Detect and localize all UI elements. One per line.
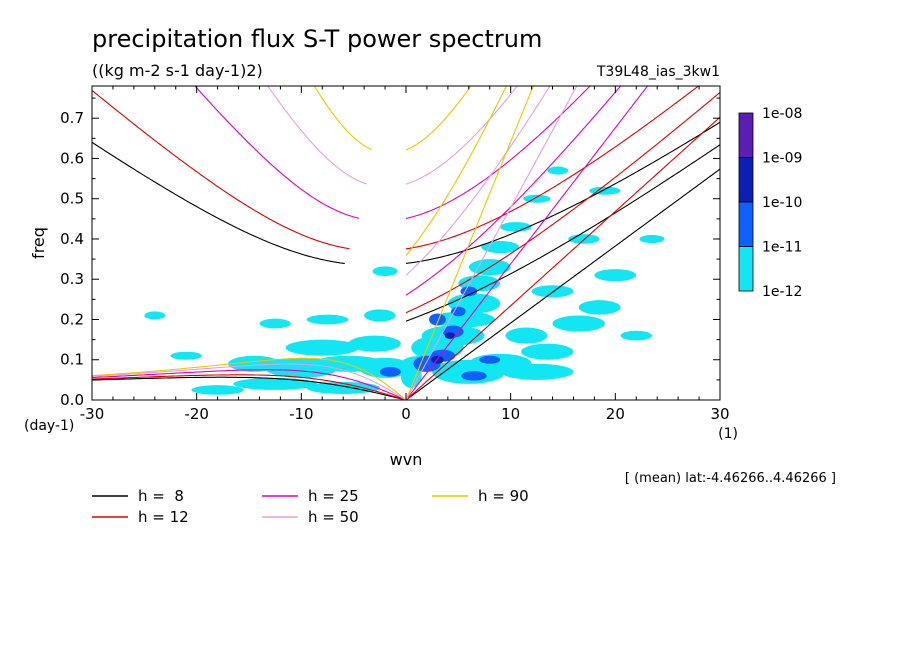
legend-label: h = 50 [308,508,359,526]
colorbar-swatch [738,112,754,158]
contour-region [461,371,487,381]
colorbar-label: 1e-10 [762,195,802,211]
ig1-curve [313,86,472,151]
contour-region [228,355,281,372]
contour-region [500,222,532,232]
contour-region [264,357,338,378]
colorbar-label: 1e-09 [762,151,802,167]
legend: h = 8 h = 12 h = 25 h = 50 h = 90 [92,487,529,526]
contour-region [259,318,291,329]
dispersion-curves [92,86,720,400]
x-tick-label: -20 [184,405,209,423]
contour-region [285,339,359,356]
contour-region [460,286,478,297]
contour-region [444,332,456,339]
x-tick-label: -30 [80,405,105,423]
legend-label: h = 90 [478,487,529,505]
legend-label: h = 25 [308,487,359,505]
contour-region [306,381,380,394]
y-axis: 0.0 0.1 0.2 0.3 0.4 0.5 0.6 0.7 [60,97,720,409]
contour-region [372,266,398,277]
contour-region [233,377,318,390]
ig1-curve [267,86,518,185]
y-unit-label: (day-1) [24,418,74,434]
colorbar-swatch [738,246,754,292]
x-tick-label: -10 [289,405,314,423]
contour-region [531,285,574,298]
contour-region [594,269,637,282]
mrg-curve [405,86,622,296]
y-tick-label: 0.7 [60,109,84,127]
kelvin-curve [405,116,720,400]
chart-title: precipitation flux S-T power spectrum [92,25,542,53]
colorbar-swatch [738,201,754,247]
contour-region [505,327,548,344]
x-tick-label: 0 [401,405,411,423]
contour-region [144,311,166,320]
contour-region [523,194,551,203]
colorbar: 1e-08 1e-09 1e-10 1e-11 1e-12 [738,106,802,300]
x-tick-label: 20 [606,405,625,423]
mrg-curve [405,144,720,322]
ig1-curve [92,86,700,250]
y-tick-label: 0.3 [60,270,84,288]
legend-label: h = 8 [138,487,184,505]
mrg-curve [405,91,720,314]
contour-region [429,313,446,326]
contour-region [451,306,466,317]
contour-region [552,315,605,332]
mrg-curve [405,86,551,276]
contour-region [170,351,202,360]
contour-region [191,385,244,395]
x-tick-label: 30 [710,405,729,423]
contour-region [589,186,621,195]
x-tick-label: 10 [501,405,520,423]
contour-region [578,300,621,315]
y-tick-label: 0.4 [60,230,84,248]
colorbar-swatch [738,157,754,203]
y-tick-label: 0.0 [60,391,84,409]
ig1-curve [92,121,720,265]
contour-region [379,366,401,377]
y-axis-label: freq [29,227,48,259]
y-tick-label: 0.6 [60,149,84,167]
y-tick-label: 0.2 [60,310,84,328]
contour-region [521,343,574,360]
chart-subtitle: ((kg m-2 s-1 day-1)2) [92,61,263,80]
contour-region [620,330,652,341]
contour-region [479,355,501,364]
contour-region [364,309,396,322]
contour-region [306,314,349,325]
x-axis: -30 -20 -10 0 10 20 30 [80,86,730,423]
contour-region [500,363,574,380]
contour-region [547,166,569,175]
x-unit-label: (1) [718,426,738,442]
legend-label: h = 12 [138,508,189,526]
kelvin-curve [405,86,578,400]
contour-region [639,234,665,244]
colorbar-label: 1e-11 [762,240,802,256]
y-tick-label: 0.5 [60,190,84,208]
mrg-curve [405,86,508,256]
latitude-note: [ (mean) lat:-4.46266..4.46266 ] [625,471,836,486]
ig1-curve [194,86,591,219]
y-tick-label: 0.1 [60,351,84,369]
colorbar-label: 1e-08 [762,106,802,122]
run-label: T39L48_ias_3kw1 [596,64,720,80]
contour-region [348,335,401,352]
colorbar-label: 1e-12 [762,284,802,300]
x-axis-label: wvn [390,450,423,469]
kelvin-curve [405,168,720,400]
spectrum-contours [144,166,665,395]
kelvin-curve [405,86,649,400]
kelvin-curve [405,86,534,400]
